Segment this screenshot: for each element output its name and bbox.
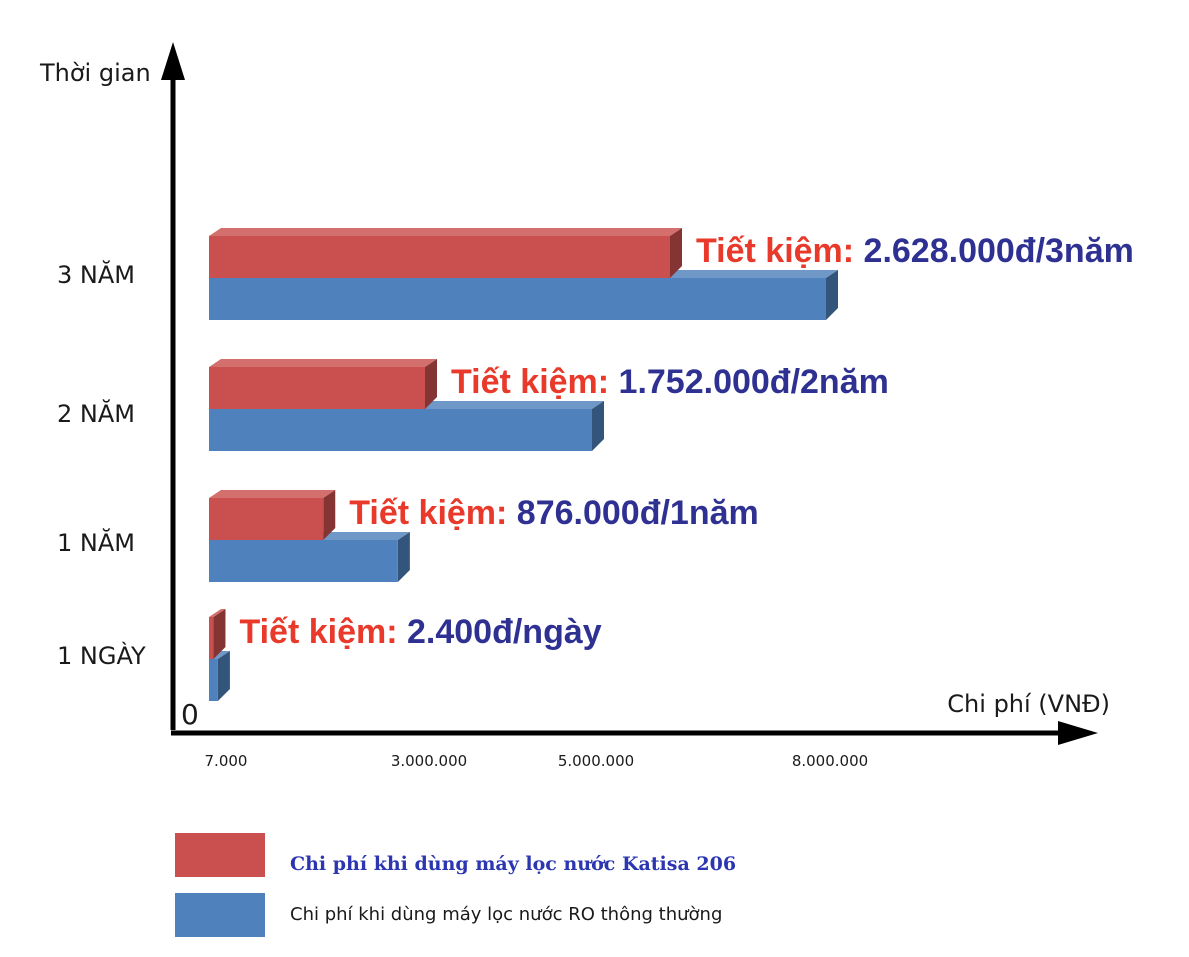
x-tick-label-3: 8.000.000 bbox=[792, 752, 868, 770]
category-label-1: 1 NĂM bbox=[57, 527, 135, 557]
x-axis-label: Chi phí (VNĐ) bbox=[947, 690, 1110, 718]
bar-katisa-1-front bbox=[209, 498, 324, 540]
bar-ro-2-side bbox=[592, 401, 604, 451]
x-tick-label-2: 5.000.000 bbox=[558, 752, 634, 770]
category-label-3: 3 NĂM bbox=[57, 259, 135, 289]
savings-prefix-1: Tiết kiệm: bbox=[349, 494, 517, 532]
bar-katisa-2 bbox=[209, 359, 437, 409]
bar-ro-2 bbox=[209, 401, 604, 451]
savings-value-2: 1.752.000đ/2năm bbox=[619, 363, 889, 401]
bar-ro-1-front bbox=[209, 540, 398, 582]
bar-ro-0-side bbox=[217, 651, 230, 701]
savings-prefix-2: Tiết kiệm: bbox=[451, 363, 619, 401]
bar-katisa-0 bbox=[209, 609, 226, 659]
x-tick-label-1: 3.000.000 bbox=[391, 752, 467, 770]
savings-value-3: 2.628.000đ/3năm bbox=[864, 232, 1134, 270]
category-label-2: 2 NĂM bbox=[57, 398, 135, 428]
savings-annotation-3: Tiết kiệm: 2.628.000đ/3năm bbox=[696, 232, 1134, 270]
bar-ro-3-front bbox=[209, 278, 826, 320]
y-axis-arrow-icon bbox=[161, 42, 185, 80]
bar-katisa-2-top bbox=[209, 359, 437, 367]
savings-annotation-0: Tiết kiệm: 2.400đ/ngày bbox=[239, 613, 601, 651]
bar-katisa-3-top bbox=[209, 228, 682, 236]
bars-layer bbox=[209, 228, 838, 701]
savings-prefix-3: Tiết kiệm: bbox=[696, 232, 864, 270]
bar-ro-1-side bbox=[397, 532, 410, 582]
legend-swatch-ro bbox=[175, 893, 265, 937]
savings-annotation-2: Tiết kiệm: 1.752.000đ/2năm bbox=[451, 363, 889, 401]
bar-katisa-0-side bbox=[213, 609, 226, 659]
x-tick-labels: 7.000 3.000.000 5.000.000 8.000.000 bbox=[205, 752, 869, 770]
bar-katisa-3 bbox=[209, 228, 682, 278]
bar-ro-2-front bbox=[209, 409, 592, 451]
savings-annotation-1: Tiết kiệm: 876.000đ/1năm bbox=[349, 494, 758, 532]
legend-swatch-katisa bbox=[175, 833, 265, 877]
x-tick-label-0: 7.000 bbox=[205, 752, 248, 770]
savings-prefix-0: Tiết kiệm: bbox=[239, 613, 407, 651]
y-axis-label: Thời gian bbox=[39, 59, 151, 87]
legend-label-ro: Chi phí khi dùng máy lọc nước RO thông t… bbox=[290, 904, 723, 925]
legend-label-katisa: Chi phí khi dùng máy lọc nước Katisa 206 bbox=[290, 853, 737, 875]
bar-ro-0-front bbox=[209, 659, 218, 701]
savings-value-1: 876.000đ/1năm bbox=[517, 494, 759, 532]
bar-katisa-2-front bbox=[209, 367, 425, 409]
bar-katisa-3-side bbox=[670, 228, 682, 278]
bar-ro-3-side bbox=[826, 270, 838, 320]
savings-value-0: 2.400đ/ngày bbox=[407, 613, 602, 651]
category-labels: 1 NGÀY 1 NĂM 2 NĂM 3 NĂM bbox=[57, 259, 146, 670]
category-label-0: 1 NGÀY bbox=[57, 641, 146, 670]
bar-katisa-1-side bbox=[323, 490, 336, 540]
bar-katisa-0-front bbox=[209, 617, 214, 659]
origin-label: 0 bbox=[181, 698, 199, 731]
bar-katisa-0-top bbox=[209, 609, 226, 617]
bar-katisa-1 bbox=[209, 490, 336, 540]
x-axis-arrow-icon bbox=[1058, 721, 1098, 745]
bar-katisa-3-front bbox=[209, 236, 670, 278]
bar-katisa-1-top bbox=[209, 490, 336, 498]
bar-katisa-2-side bbox=[425, 359, 437, 409]
